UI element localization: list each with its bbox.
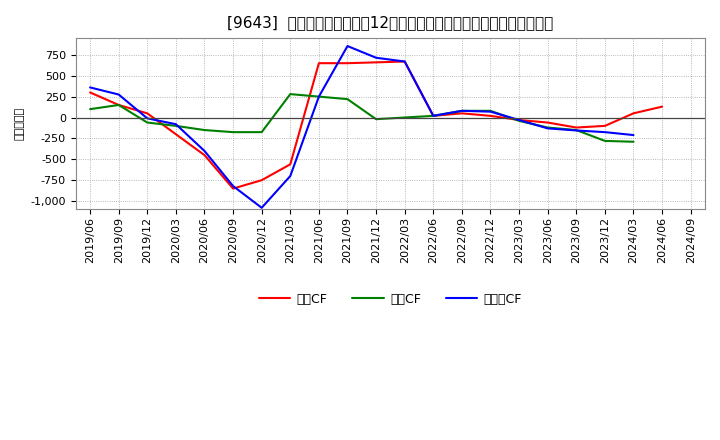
営業CF [114,103,123,108]
投資CF [114,103,123,108]
フリーCF [343,44,352,49]
フリーCF [143,116,152,121]
投資CF [629,139,638,144]
Y-axis label: （百万円）: （百万円） [15,107,25,140]
フリーCF [286,173,294,179]
Legend: 営業CF, 投資CF, フリーCF: 営業CF, 投資CF, フリーCF [254,288,527,311]
投資CF [86,106,94,112]
投資CF [200,128,209,133]
Title: [9643]  キャッシュフローの12か月移動合計の対前年同期増減額の推移: [9643] キャッシュフローの12か月移動合計の対前年同期増減額の推移 [228,15,554,30]
営業CF [343,61,352,66]
投資CF [343,96,352,102]
投資CF [600,138,609,143]
営業CF [486,113,495,118]
営業CF [286,161,294,167]
フリーCF [429,113,438,118]
営業CF [600,123,609,128]
投資CF [572,128,580,133]
Line: 投資CF: 投資CF [90,94,634,142]
営業CF [515,117,523,123]
営業CF [171,132,180,137]
投資CF [315,94,323,99]
フリーCF [315,94,323,99]
フリーCF [629,132,638,138]
投資CF [229,129,238,135]
フリーCF [515,117,523,123]
営業CF [372,60,380,65]
Line: 営業CF: 営業CF [90,62,662,189]
フリーCF [114,92,123,97]
投資CF [429,113,438,118]
営業CF [629,111,638,116]
フリーCF [229,183,238,189]
営業CF [143,111,152,116]
フリーCF [572,128,580,133]
営業CF [400,59,409,64]
投資CF [171,123,180,128]
営業CF [458,111,467,116]
投資CF [257,129,266,135]
フリーCF [544,126,552,131]
営業CF [572,125,580,130]
営業CF [315,61,323,66]
営業CF [86,90,94,95]
フリーCF [486,109,495,114]
営業CF [229,186,238,191]
投資CF [515,118,523,124]
フリーCF [86,85,94,90]
フリーCF [400,59,409,64]
フリーCF [257,205,266,210]
投資CF [458,108,467,114]
営業CF [200,153,209,158]
営業CF [544,120,552,125]
フリーCF [372,55,380,60]
投資CF [486,108,495,114]
投資CF [372,117,380,122]
投資CF [544,125,552,130]
フリーCF [171,121,180,127]
投資CF [143,120,152,125]
Line: フリーCF: フリーCF [90,46,634,208]
フリーCF [458,108,467,114]
フリーCF [600,129,609,135]
営業CF [658,104,667,109]
投資CF [286,92,294,97]
営業CF [257,178,266,183]
フリーCF [200,148,209,154]
投資CF [400,115,409,120]
営業CF [429,113,438,118]
